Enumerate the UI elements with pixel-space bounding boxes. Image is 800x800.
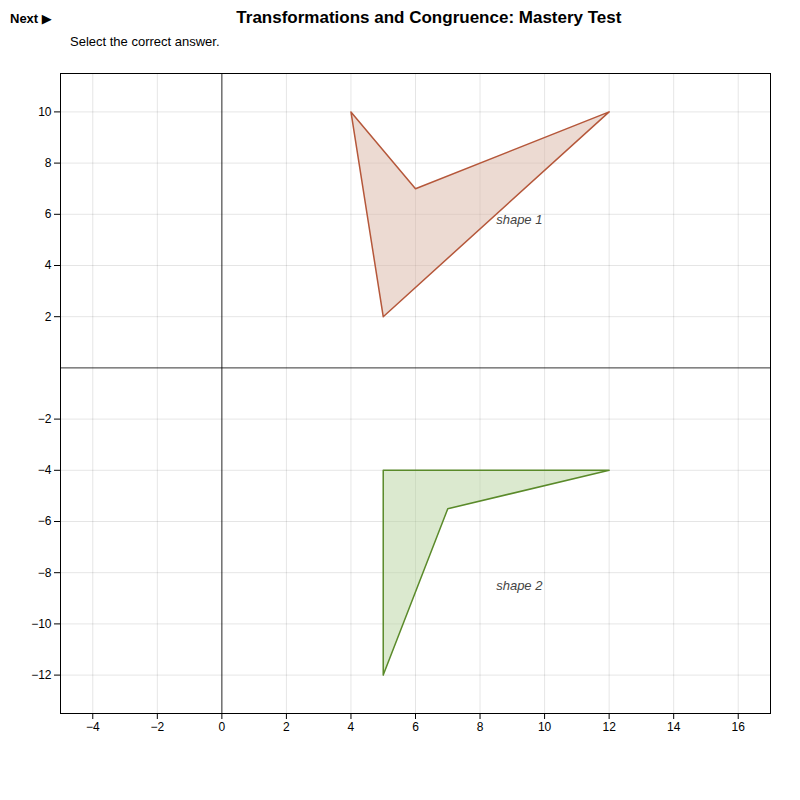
svg-text:−10: −10 [31,617,52,631]
svg-text:16: 16 [732,720,746,734]
svg-text:14: 14 [667,720,681,734]
svg-text:12: 12 [602,720,616,734]
svg-text:4: 4 [45,258,52,272]
svg-text:shape 1: shape 1 [496,212,542,227]
svg-text:6: 6 [45,207,52,221]
html-text:Next ▶: Next ▶ [10,11,52,26]
svg-text:−2: −2 [150,720,164,734]
svg-text:−6: −6 [38,514,52,528]
html-text:Transformations and Congruence: Transformations and Congruence: Mastery … [236,8,622,27]
svg-text:8: 8 [477,720,484,734]
svg-text:−4: −4 [38,463,52,477]
svg-text:−4: −4 [86,720,100,734]
svg-text:10: 10 [38,105,52,119]
svg-text:2: 2 [45,310,52,324]
html-text:Select the correct answer.: Select the correct answer. [70,34,220,49]
svg-text:8: 8 [45,156,52,170]
svg-text:10: 10 [538,720,552,734]
svg-text:−12: −12 [31,668,52,682]
svg-text:−2: −2 [38,412,52,426]
svg-text:−8: −8 [38,566,52,580]
svg-text:0: 0 [219,720,226,734]
svg-text:6: 6 [412,720,419,734]
svg-text:4: 4 [348,720,355,734]
svg-text:shape 2: shape 2 [496,578,543,593]
svg-text:2: 2 [283,720,290,734]
